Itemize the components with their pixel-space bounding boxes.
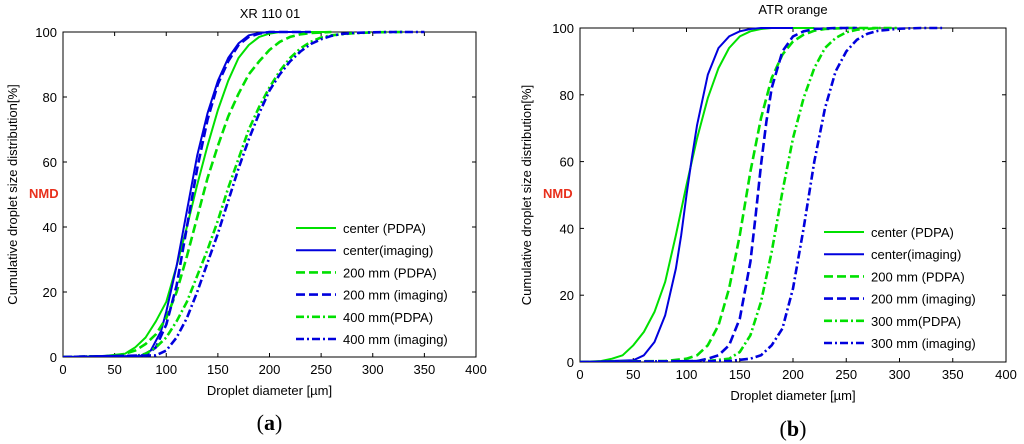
x-tick-label: 50 (107, 362, 121, 377)
plot-frame (579, 27, 1007, 363)
y-tick-label: 20 (560, 288, 574, 303)
series-line-1 (580, 27, 793, 362)
legend-label-1: center(imaging) (343, 243, 433, 258)
x-tick-label: 400 (465, 362, 487, 377)
series-group (63, 30, 425, 357)
chart-title: ATR orange (758, 2, 827, 17)
plot-frame (62, 31, 477, 358)
x-tick-label: 200 (782, 367, 804, 382)
legend-label-4: 300 mm(PDPA) (871, 314, 961, 329)
y-axis-label: Cumulative droplet size distribution[%] (519, 85, 534, 305)
series-line-3 (580, 26, 857, 362)
x-tick-label: 300 (889, 367, 911, 382)
y-tick-label: 100 (35, 25, 57, 40)
x-tick-label: 400 (995, 367, 1017, 382)
panel-label-open: ( (780, 416, 787, 441)
legend-label-3: 200 mm (imaging) (343, 288, 448, 303)
legend-label-5: 300 mm (imaging) (871, 336, 976, 351)
x-tick-label: 350 (942, 367, 964, 382)
x-tick-label: 350 (414, 362, 436, 377)
nmd-annotation: NMD (543, 186, 573, 201)
series-line-2 (580, 26, 879, 362)
x-tick-label: 300 (362, 362, 384, 377)
panel-label-open: ( (257, 410, 264, 435)
x-axis-label: Droplet diameter [µm] (730, 388, 855, 403)
panel-label-close: ) (799, 416, 806, 441)
y-tick-label: 0 (50, 350, 57, 365)
x-tick-label: 0 (59, 362, 66, 377)
nmd-annotation: NMD (29, 186, 59, 201)
legend: center (PDPA) center(imaging) 200 mm (PDPA… (296, 221, 448, 347)
legend-label-2: 200 mm (PDPA) (343, 265, 437, 280)
legend-label-3: 200 mm (imaging) (871, 292, 976, 307)
x-tick-label: 200 (259, 362, 281, 377)
x-tick-label: 250 (310, 362, 332, 377)
x-tick-label: 100 (155, 362, 177, 377)
legend-label-2: 200 mm (PDPA) (871, 269, 965, 284)
legend-label-0: center (PDPA) (343, 221, 426, 236)
legend: center (PDPA) center(imaging) 200 mm (PDPA… (824, 225, 976, 351)
y-axis-label: Cumulative droplet size distribution[%] (5, 84, 20, 304)
y-tick-label: 20 (43, 285, 57, 300)
x-tick-label: 250 (835, 367, 857, 382)
legend-label-1: center(imaging) (871, 247, 961, 262)
x-axis-label: Droplet diameter [µm] (207, 383, 332, 398)
y-tick-label: 40 (43, 220, 57, 235)
y-tick-label: 80 (43, 90, 57, 105)
series-line-2 (63, 30, 332, 357)
x-tick-label: 150 (207, 362, 229, 377)
y-tick-label: 100 (552, 21, 574, 36)
series-line-4 (63, 30, 404, 357)
legend-label-0: center (PDPA) (871, 225, 954, 240)
x-tick-label: 50 (626, 367, 640, 382)
y-tick-label: 60 (560, 155, 574, 170)
y-tick-label: 40 (560, 221, 574, 236)
panel-label-close: ) (275, 410, 282, 435)
chart-title: XR 110 01 (240, 6, 300, 21)
y-tick-label: 80 (560, 88, 574, 103)
x-tick-label: 0 (576, 367, 583, 382)
series-group (580, 26, 943, 362)
x-tick-label: 100 (676, 367, 698, 382)
series-line-5 (580, 26, 943, 362)
chart-panel-1: 0 50 100 150 200 250 300 350 400 0 20 40 60 80 100 ATR … (519, 2, 1017, 441)
chart-panel-0: 0 50 100 150 200 250 300 350 400 0 20 40 60 80 100 XR 1… (5, 6, 487, 435)
panel-label-letter: b (787, 416, 799, 441)
series-line-5 (63, 30, 425, 357)
panel-label-letter: a (264, 410, 275, 435)
panel-label: (b) (780, 416, 807, 441)
y-tick-label: 0 (567, 355, 574, 370)
legend-label-4: 400 mm(PDPA) (343, 310, 433, 325)
legend-label-5: 400 mm (imaging) (343, 332, 448, 347)
x-tick-label: 150 (729, 367, 751, 382)
panel-label: (a) (257, 410, 283, 435)
series-line-3 (63, 30, 311, 357)
y-tick-label: 60 (43, 155, 57, 170)
